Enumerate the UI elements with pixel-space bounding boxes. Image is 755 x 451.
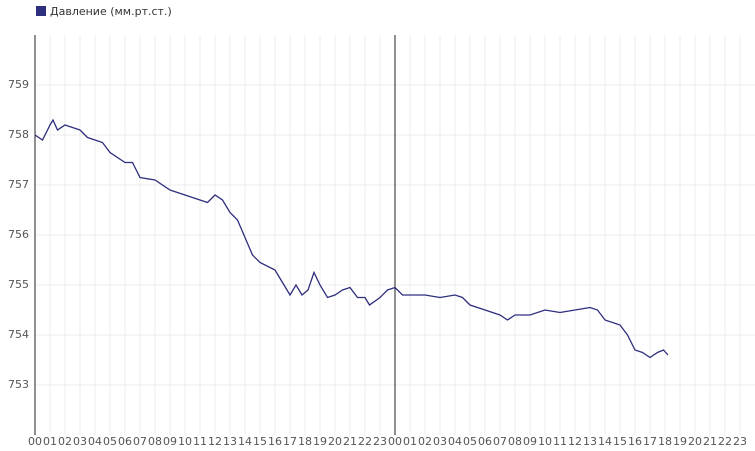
x-tick-label: 23 xyxy=(373,435,387,448)
x-tick-label: 02 xyxy=(58,435,72,448)
x-tick-label: 05 xyxy=(463,435,477,448)
x-tick-label: 06 xyxy=(478,435,492,448)
x-tick-label: 15 xyxy=(253,435,267,448)
y-tick-label: 758 xyxy=(8,128,29,141)
x-tick-label: 11 xyxy=(193,435,207,448)
x-tick-label: 04 xyxy=(88,435,102,448)
y-tick-label: 754 xyxy=(8,328,29,341)
x-tick-label: 02 xyxy=(418,435,432,448)
x-tick-label: 20 xyxy=(328,435,342,448)
x-tick-label: 04 xyxy=(448,435,462,448)
x-tick-label: 13 xyxy=(223,435,237,448)
x-tick-label: 09 xyxy=(163,435,177,448)
x-tick-label: 10 xyxy=(178,435,192,448)
legend-label: Давление (мм.рт.ст.) xyxy=(50,5,172,18)
x-tick-label: 01 xyxy=(403,435,417,448)
x-tick-label: 00 xyxy=(28,435,42,448)
x-tick-label: 06 xyxy=(118,435,132,448)
x-tick-label: 17 xyxy=(643,435,657,448)
x-tick-label: 21 xyxy=(343,435,357,448)
legend-swatch xyxy=(36,6,46,16)
x-tick-label: 23 xyxy=(733,435,747,448)
x-tick-label: 09 xyxy=(523,435,537,448)
x-tick-label: 15 xyxy=(613,435,627,448)
y-tick-label: 755 xyxy=(8,278,29,291)
x-tick-label: 05 xyxy=(103,435,117,448)
y-tick-label: 756 xyxy=(8,228,29,241)
x-tick-label: 10 xyxy=(538,435,552,448)
x-tick-label: 14 xyxy=(598,435,612,448)
y-tick-label: 759 xyxy=(8,78,29,91)
pressure-line xyxy=(34,118,669,359)
x-tick-label: 07 xyxy=(493,435,507,448)
x-tick-label: 12 xyxy=(208,435,222,448)
x-tick-label: 16 xyxy=(628,435,642,448)
x-tick-label: 11 xyxy=(553,435,567,448)
x-tick-label: 18 xyxy=(298,435,312,448)
x-tick-label: 01 xyxy=(43,435,57,448)
x-tick-label: 22 xyxy=(718,435,732,448)
x-tick-label: 03 xyxy=(73,435,87,448)
x-tick-label: 18 xyxy=(658,435,672,448)
x-tick-label: 19 xyxy=(313,435,327,448)
x-tick-label: 13 xyxy=(583,435,597,448)
x-tick-label: 07 xyxy=(133,435,147,448)
x-tick-label: 08 xyxy=(148,435,162,448)
x-tick-label: 20 xyxy=(688,435,702,448)
y-tick-label: 757 xyxy=(8,178,29,191)
x-tick-label: 22 xyxy=(358,435,372,448)
x-tick-label: 12 xyxy=(568,435,582,448)
x-tick-label: 16 xyxy=(268,435,282,448)
x-tick-label: 17 xyxy=(283,435,297,448)
x-tick-label: 03 xyxy=(433,435,447,448)
x-tick-label: 21 xyxy=(703,435,717,448)
x-tick-label: 19 xyxy=(673,435,687,448)
x-tick-label: 00 xyxy=(388,435,402,448)
y-tick-label: 753 xyxy=(8,378,29,391)
x-tick-label: 14 xyxy=(238,435,252,448)
x-tick-label: 08 xyxy=(508,435,522,448)
